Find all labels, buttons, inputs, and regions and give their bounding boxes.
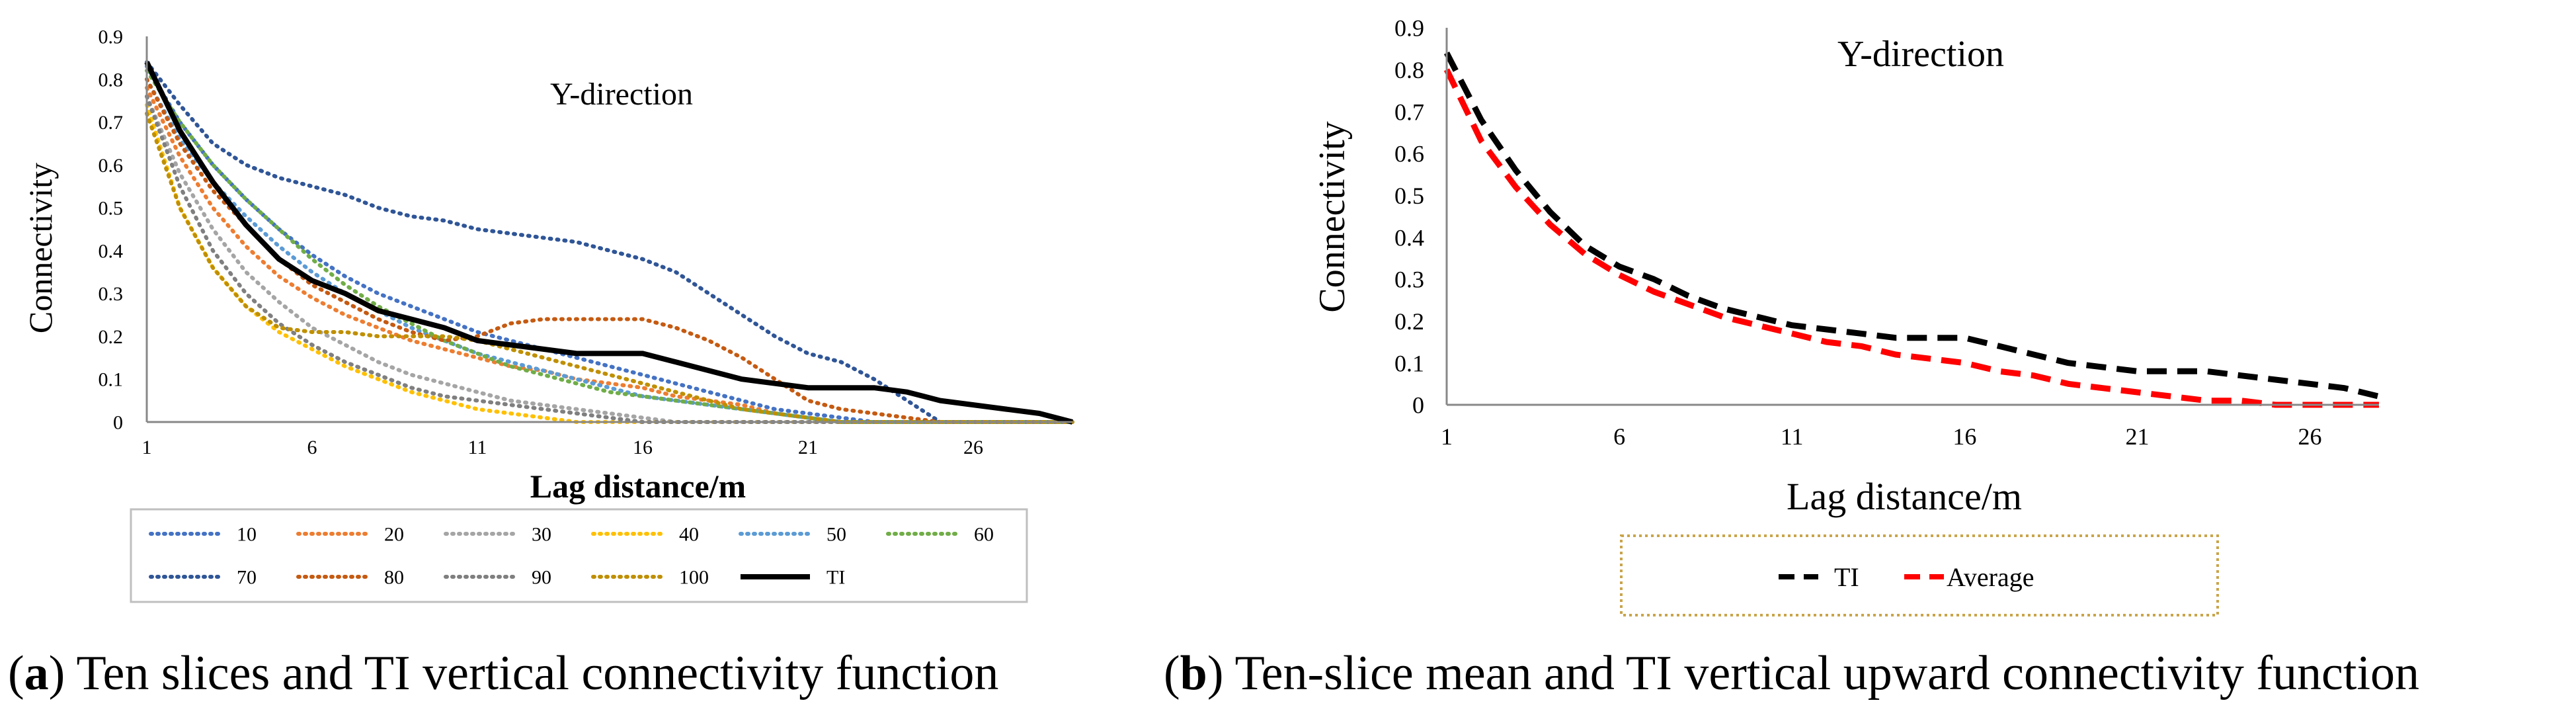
panel-a-y-ticks: 0 0.1 0.2 0.3 0.4 0.5 0.6 0.7 0.8 0.9 (99, 26, 124, 434)
panel-b-title: Y-direction (1837, 34, 2004, 75)
x-tick-label: 1 (142, 437, 152, 458)
y-tick-label: 0.1 (99, 369, 124, 391)
x-tick-label: 26 (2298, 423, 2322, 450)
series-line-10 (145, 64, 1074, 424)
panel-b-series-lines (1443, 51, 2380, 408)
series-line-70 (145, 60, 1074, 424)
x-tick-label: 1 (1441, 423, 1453, 450)
panel-b-legend: TI Average (1779, 562, 2034, 592)
x-tick-label: 16 (633, 437, 653, 458)
y-tick-label: 0.5 (99, 198, 124, 220)
y-tick-label: 0.9 (1394, 15, 1424, 42)
y-tick-label: 0.3 (99, 283, 124, 305)
legend-label-10: 10 (237, 524, 257, 546)
legend-label-70: 70 (237, 567, 257, 589)
x-tick-label: 11 (468, 437, 487, 458)
panel-b-legend-box (1620, 534, 2219, 616)
y-tick-label: 0.8 (99, 69, 124, 91)
legend-label-60: 60 (974, 524, 994, 546)
series-line-90 (145, 94, 1074, 424)
x-tick-label: 21 (2125, 423, 2149, 450)
y-tick-label: 0.2 (1394, 308, 1424, 335)
legend-label-40: 40 (679, 524, 699, 546)
y-tick-label: 0.7 (99, 112, 124, 134)
x-tick-label: 21 (798, 437, 818, 458)
panel-a-legend: 10 20 30 40 50 60 70 80 90 100 TI (149, 524, 994, 589)
caption-b: (b) Ten-slice mean and TI vertical upwar… (1164, 646, 2419, 700)
x-tick-label: 26 (963, 437, 983, 458)
series-line-60 (145, 68, 1074, 424)
legend-label-ti: TI (1834, 562, 1859, 592)
panel-a-x-axis-label: Lag distance/m (530, 468, 746, 505)
y-tick-label: 0.4 (99, 240, 124, 262)
y-tick-label: 0 (1412, 392, 1424, 419)
panel-a-series-lines (144, 60, 1074, 425)
y-tick-label: 0.2 (99, 326, 124, 348)
y-tick-label: 0.8 (1394, 57, 1424, 83)
legend-label-50: 50 (826, 524, 846, 546)
panel-b-x-axis-label: Lag distance/m (1787, 475, 2022, 518)
x-tick-label: 16 (1952, 423, 1976, 450)
legend-label-80: 80 (384, 567, 404, 589)
panel-a-title: Y-direction (550, 77, 693, 112)
legend-label-30: 30 (532, 524, 551, 546)
x-tick-label: 6 (307, 437, 317, 458)
y-tick-label: 0.1 (1394, 350, 1424, 376)
panel-a-y-axis-label: Connectivity (22, 163, 59, 333)
legend-label-20: 20 (384, 524, 404, 546)
series-line-100 (145, 111, 1074, 424)
caption-a: (a) Ten slices and TI vertical connectiv… (8, 646, 998, 700)
legend-label-average: Average (1947, 562, 2034, 592)
series-line-ti (144, 61, 1074, 425)
x-tick-label: 11 (1781, 423, 1804, 450)
panel-a: Y-direction Connectivity Lag distance/m … (22, 26, 1074, 603)
y-tick-label: 0 (113, 412, 123, 434)
series-line-20 (145, 85, 1074, 424)
x-tick-label: 6 (1613, 423, 1625, 450)
series-line-ti (1443, 51, 2380, 400)
panel-b: Y-direction Connectivity Lag distance/m … (1312, 15, 2380, 616)
y-tick-label: 0.6 (99, 155, 124, 177)
y-tick-label: 0.5 (1394, 183, 1424, 209)
y-tick-label: 0.4 (1394, 224, 1424, 251)
y-tick-label: 0.9 (99, 26, 124, 48)
y-tick-label: 0.3 (1394, 267, 1424, 293)
panel-b-y-axis-label: Connectivity (1312, 121, 1353, 312)
panel-b-y-ticks: 0 0.1 0.2 0.3 0.4 0.5 0.6 0.7 0.8 0.9 (1394, 15, 1424, 419)
panel-b-x-ticks: 1 6 11 16 21 26 (1441, 423, 2322, 450)
legend-label-90: 90 (532, 567, 551, 589)
series-line-30 (145, 94, 1074, 424)
panel-a-x-ticks: 1 6 11 16 21 26 (142, 437, 984, 458)
panel-a-legend-box (130, 508, 1028, 603)
y-tick-label: 0.6 (1394, 141, 1424, 167)
legend-label-ti: TI (826, 567, 845, 589)
series-line-average (1443, 68, 2379, 408)
y-tick-label: 0.7 (1394, 99, 1424, 125)
legend-label-100: 100 (679, 567, 709, 589)
